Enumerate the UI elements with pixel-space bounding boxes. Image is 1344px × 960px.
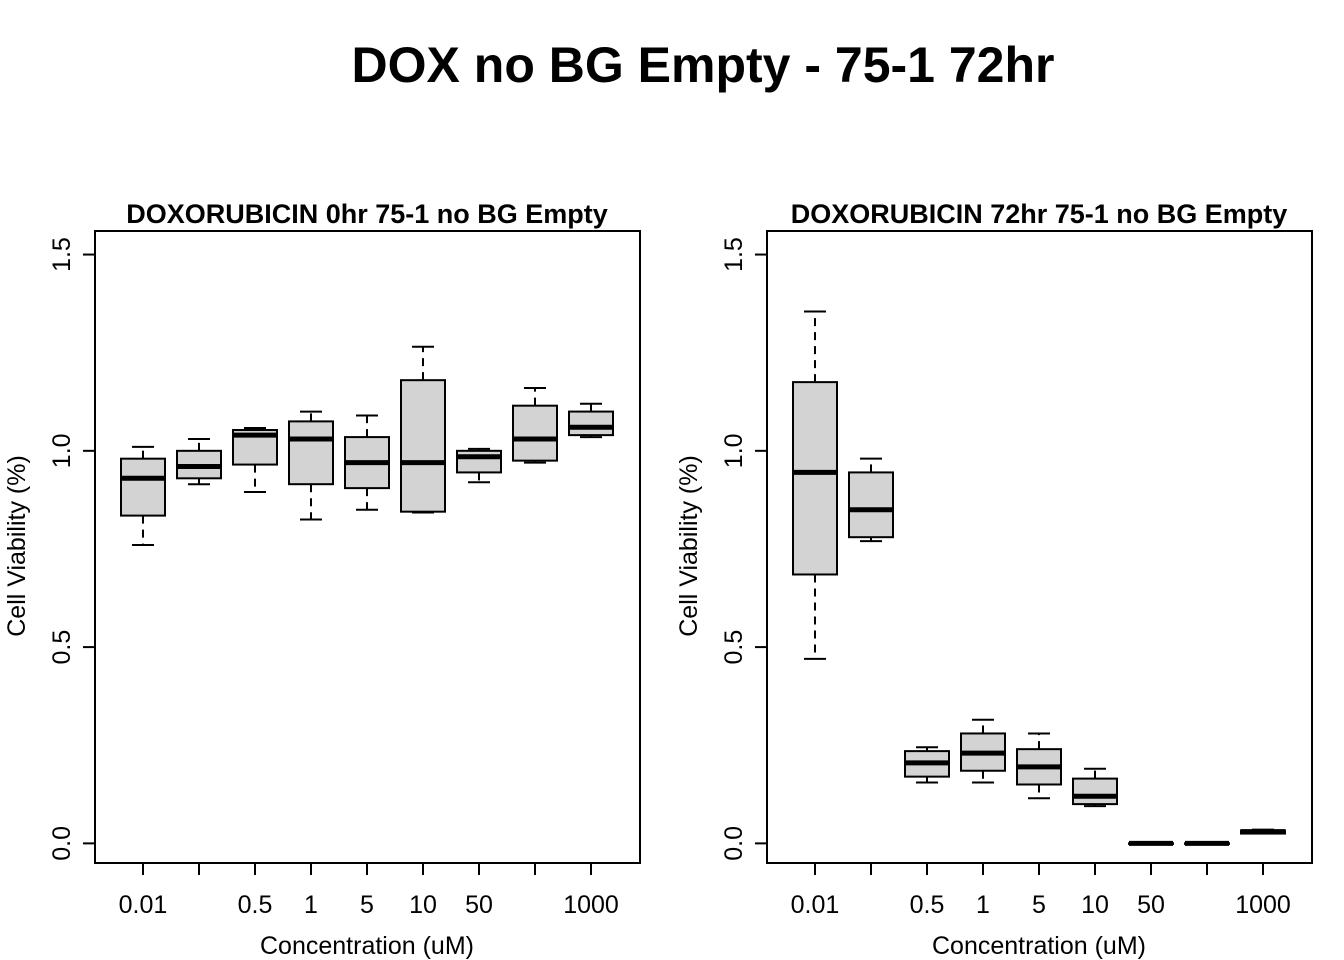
iqr-box bbox=[568, 410, 614, 437]
x-tick-label: 5 bbox=[360, 891, 374, 919]
x-tick-label: 0.01 bbox=[119, 891, 168, 919]
x-tick-label: 1 bbox=[304, 891, 318, 919]
x-tick-label: 1000 bbox=[563, 891, 619, 919]
box-1 bbox=[960, 718, 1006, 784]
x-tick-label: 1 bbox=[976, 891, 990, 919]
box-0.5 bbox=[904, 746, 950, 784]
figure-title: DOX no BG Empty - 75-1 72hr bbox=[352, 37, 1055, 93]
box-0.01 bbox=[792, 310, 838, 660]
box-1000 bbox=[1240, 828, 1286, 835]
box-5 bbox=[344, 414, 390, 511]
box-100 bbox=[512, 387, 558, 464]
x-tick-label: 5 bbox=[1032, 891, 1046, 919]
panel-title: DOXORUBICIN 72hr 75-1 no BG Empty bbox=[791, 199, 1288, 229]
panel-72hr: DOXORUBICIN 72hr 75-1 no BG Empty Concen… bbox=[675, 199, 1313, 960]
box-0.01 bbox=[120, 445, 166, 547]
iqr-box bbox=[1072, 777, 1118, 806]
x-axis-label: Concentration (uM) bbox=[932, 932, 1146, 960]
iqr-box bbox=[120, 457, 166, 517]
iqr-box bbox=[512, 404, 558, 462]
x-tick-label: 0.01 bbox=[791, 891, 840, 919]
x-tick-label: 0.5 bbox=[238, 891, 273, 919]
y-tick-label: 0.5 bbox=[48, 630, 76, 665]
panel-title: DOXORUBICIN 0hr 75-1 no BG Empty bbox=[126, 199, 608, 229]
box-5 bbox=[1016, 732, 1062, 800]
panel-0hr: DOXORUBICIN 0hr 75-1 no BG Empty Concent… bbox=[3, 199, 641, 960]
box-0.1 bbox=[848, 457, 894, 543]
x-tick-label: 10 bbox=[409, 891, 437, 919]
y-tick-label: 1.5 bbox=[720, 237, 748, 272]
iqr-box bbox=[792, 381, 838, 576]
y-tick-label: 1.5 bbox=[48, 237, 76, 272]
box-1000 bbox=[568, 402, 614, 439]
box-0.5 bbox=[232, 427, 278, 494]
iqr-box bbox=[288, 420, 334, 486]
box-10 bbox=[1072, 767, 1118, 808]
x-axis-label: Concentration (uM) bbox=[260, 932, 474, 960]
y-tick-label: 1.0 bbox=[720, 433, 748, 468]
iqr-box bbox=[848, 471, 894, 539]
x-tick-label: 50 bbox=[465, 891, 493, 919]
y-tick-label: 1.0 bbox=[48, 433, 76, 468]
box-100 bbox=[1184, 840, 1230, 846]
x-tick-label: 50 bbox=[1137, 891, 1165, 919]
box-50 bbox=[456, 447, 502, 484]
y-axis-label: Cell Viability (%) bbox=[675, 455, 703, 637]
x-tick-label: 0.5 bbox=[910, 891, 945, 919]
y-tick-label: 0.0 bbox=[48, 826, 76, 861]
y-tick-label: 0.0 bbox=[720, 826, 748, 861]
x-tick-label: 1000 bbox=[1235, 891, 1291, 919]
box-50 bbox=[1128, 840, 1174, 846]
plot-frame bbox=[94, 230, 641, 864]
box-1 bbox=[288, 410, 334, 521]
box-0.1 bbox=[176, 438, 222, 486]
iqr-box bbox=[400, 379, 446, 513]
iqr-box bbox=[456, 449, 502, 474]
y-axis-label: Cell Viability (%) bbox=[3, 455, 31, 637]
box-10 bbox=[400, 345, 446, 514]
y-tick-label: 0.5 bbox=[720, 630, 748, 665]
x-tick-label: 10 bbox=[1081, 891, 1109, 919]
